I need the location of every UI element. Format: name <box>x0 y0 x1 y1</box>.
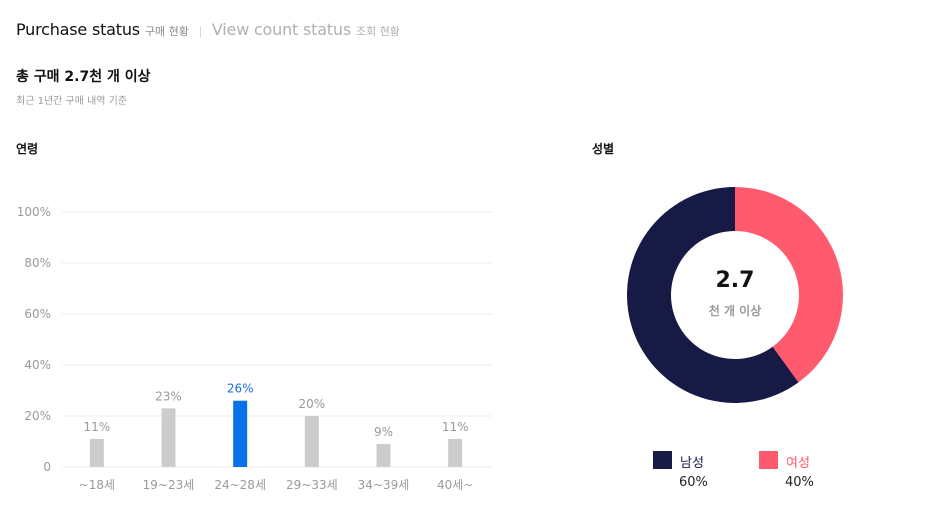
summary-subtitle: 최근 1년간 구매 내역 기준 <box>16 96 128 107</box>
bar-value-label: 23% <box>155 389 182 403</box>
age-bar <box>376 444 391 467</box>
status-tabs: Purchase status 구매 현황 View count status 조회… <box>16 20 400 44</box>
tab-purchase-status[interactable]: Purchase status 구매 현황 <box>16 20 189 39</box>
tab-view-count-status[interactable]: View count status 조회 현황 <box>212 20 400 39</box>
age-bar <box>89 438 104 467</box>
x-category-label: 34~39세 <box>358 478 410 492</box>
tab-purchase-status-label: Purchase status <box>16 20 140 39</box>
legend-value-male: 60% <box>679 475 708 490</box>
x-category-label: 24~28세 <box>214 478 266 492</box>
summary-title: 총 구매 2.7천 개 이상 <box>16 69 151 85</box>
age-bar <box>448 438 463 467</box>
tab-view-count-status-sublabel: 조회 현황 <box>355 25 400 38</box>
tab-view-count-status-label: View count status <box>211 20 351 39</box>
y-tick-label: 40% <box>24 358 51 372</box>
bar-value-label: 9% <box>374 425 393 439</box>
age-chart-title: 연령 <box>16 142 39 156</box>
donut-slice-female <box>735 187 843 383</box>
gender-donut-chart <box>627 187 843 403</box>
x-category-label: 19~23세 <box>143 478 195 492</box>
legend-swatch-female <box>759 451 778 469</box>
legend-item-female: 여성 40% <box>759 451 849 493</box>
x-category-label: 29~33세 <box>286 478 338 492</box>
y-tick-label: 100% <box>17 205 51 219</box>
gender-chart-title: 성별 <box>592 142 615 156</box>
bar-value-label: 26% <box>227 382 254 396</box>
y-tick-label: 20% <box>24 409 51 423</box>
donut-center-value: 2.7 <box>715 268 755 293</box>
y-tick-label: 60% <box>24 307 51 321</box>
legend-label-female: 여성 <box>786 456 810 471</box>
bar-value-label: 20% <box>298 397 325 411</box>
age-bar <box>304 416 319 467</box>
age-bar-chart: 0 20% 40% 60% 80% 100% 11% ~18세 23% 19~23세 26% 24~2… <box>17 205 492 492</box>
bar-value-label: 11% <box>83 420 110 434</box>
legend-value-female: 40% <box>785 475 814 490</box>
bar-value-label: 11% <box>442 420 469 434</box>
y-tick-label: 0 <box>43 460 51 474</box>
legend-label-male: 남성 <box>680 456 704 471</box>
donut-center-label: 천 개 이상 <box>708 304 762 318</box>
tab-divider <box>199 26 201 38</box>
legend-swatch-male <box>653 451 672 469</box>
legend-item-male: 남성 60% <box>653 451 743 493</box>
x-category-label: 40세~ <box>437 478 473 492</box>
age-bar <box>233 400 248 467</box>
age-bar <box>161 408 176 467</box>
x-category-label: ~18세 <box>79 478 115 492</box>
donut-slice-male <box>627 187 799 403</box>
tab-purchase-status-sublabel: 구매 현황 <box>144 25 189 38</box>
y-tick-label: 80% <box>24 256 51 270</box>
